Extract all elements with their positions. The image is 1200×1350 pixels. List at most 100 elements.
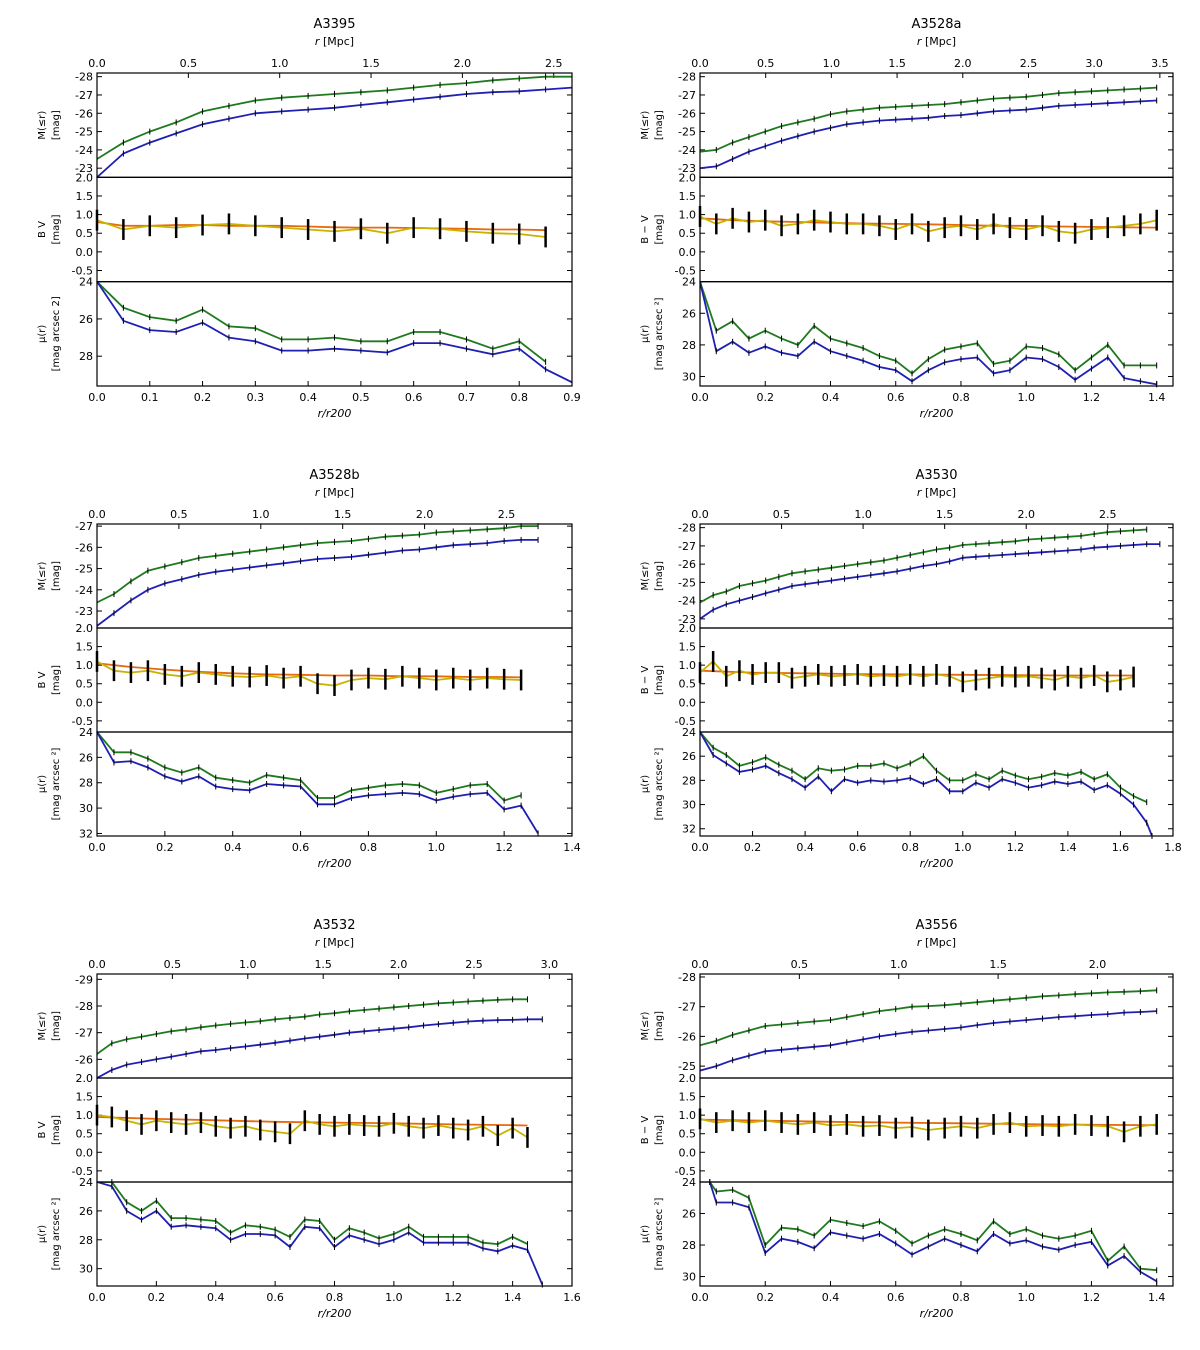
top-axis-label: r [Mpc] bbox=[917, 486, 956, 499]
panel-color: 2.0 1.5 1.0 0.5 0.0 -0.5 B − V [mag] bbox=[640, 622, 1174, 733]
series-line-blue bbox=[97, 732, 539, 834]
panel-sb: 24 26 28 30 32 μ(r) [mag arcsec ²] bbox=[37, 726, 573, 840]
x-tick-label: 0.6 bbox=[849, 841, 867, 854]
y-tick-label: 0.5 bbox=[679, 227, 697, 240]
top-tick-label: 0.0 bbox=[691, 57, 709, 70]
top-tick-label: 2.0 bbox=[1017, 508, 1035, 521]
x-tick-label: 1.2 bbox=[1007, 841, 1025, 854]
x-tick-label: 1.2 bbox=[495, 841, 513, 854]
x-tick-label: 1.4 bbox=[504, 1291, 522, 1304]
y-axis-unit: [mag] bbox=[51, 665, 62, 695]
y-axis-unit: [mag arcsec ²] bbox=[654, 1198, 665, 1271]
y-tick-label: -24 bbox=[75, 584, 93, 597]
x-tick-label: 1.4 bbox=[1059, 841, 1077, 854]
y-tick-label: 28 bbox=[682, 1239, 696, 1252]
y-tick-label: 2.0 bbox=[76, 1072, 94, 1085]
top-tick-label: 1.5 bbox=[888, 57, 906, 70]
y-axis-label: B − V bbox=[640, 1116, 651, 1145]
panel-frame bbox=[699, 523, 1174, 629]
y-tick-label: -25 bbox=[75, 563, 93, 576]
x-tick-label: 0.5 bbox=[352, 391, 370, 404]
series-line-blue bbox=[700, 1010, 1157, 1072]
series-line-green bbox=[97, 998, 528, 1055]
chart-title: A3528a bbox=[912, 17, 962, 32]
y-tick-label: -23 bbox=[678, 162, 696, 175]
top-tick-label: 0.5 bbox=[170, 508, 188, 521]
y-tick-label: -25 bbox=[678, 576, 696, 589]
y-tick-label: -25 bbox=[75, 126, 93, 139]
series-line-blue bbox=[700, 99, 1157, 170]
top-axis-var: r bbox=[917, 936, 925, 949]
y-tick-label: -27 bbox=[678, 540, 696, 553]
y-tick-label: 1.0 bbox=[679, 659, 697, 672]
top-axis-label: r [Mpc] bbox=[917, 936, 956, 949]
series-line-yellow bbox=[97, 660, 522, 687]
y-tick-label: 1.0 bbox=[76, 1109, 94, 1122]
y-tick-label: 2.0 bbox=[679, 171, 697, 184]
x-tick-label: 1.2 bbox=[445, 1291, 463, 1304]
x-tick-label: 1.0 bbox=[954, 841, 972, 854]
panel-frame bbox=[96, 1181, 573, 1287]
y-axis-label: M(≤r) bbox=[640, 111, 651, 140]
y-tick-label: -28 bbox=[678, 71, 696, 84]
y-tick-label: -26 bbox=[678, 107, 696, 120]
x-tick-label: 0.6 bbox=[887, 1291, 905, 1304]
top-tick-label: 2.5 bbox=[1099, 508, 1117, 521]
y-tick-label: -25 bbox=[678, 1060, 696, 1073]
panel-color: 2.0 1.5 1.0 0.5 0.0 -0.5 B V [mag] bbox=[37, 1072, 573, 1183]
y-tick-label: 24 bbox=[79, 276, 93, 289]
series-line-green bbox=[700, 989, 1157, 1047]
y-axis-unit: [mag arcsec ²] bbox=[51, 748, 62, 821]
top-axis-label: r [Mpc] bbox=[315, 936, 354, 949]
y-tick-label: -24 bbox=[678, 144, 696, 157]
y-tick-label: 1.5 bbox=[76, 1091, 94, 1104]
x-tick-label: 0.6 bbox=[405, 391, 423, 404]
y-axis-label: μ(r) bbox=[640, 1225, 651, 1243]
y-tick-label: 1.5 bbox=[679, 1091, 697, 1104]
x-tick-label: 1.0 bbox=[385, 1291, 403, 1304]
y-tick-label: -23 bbox=[75, 162, 93, 175]
y-tick-label: 28 bbox=[79, 777, 93, 790]
top-tick-label: 0.0 bbox=[88, 57, 106, 70]
top-axis-unit: [Mpc] bbox=[925, 486, 956, 499]
y-axis-unit: [mag] bbox=[654, 1011, 665, 1041]
top-tick-label: 0.5 bbox=[773, 508, 791, 521]
y-tick-label: -27 bbox=[75, 89, 93, 102]
y-tick-label: -28 bbox=[75, 1000, 93, 1013]
x-tick-label: 0.4 bbox=[207, 1291, 225, 1304]
x-tick-label: 0.0 bbox=[691, 841, 709, 854]
y-tick-label: 24 bbox=[682, 276, 696, 289]
x-tick-label: 0.0 bbox=[691, 1291, 709, 1304]
panel-mag: -27 -26 -25 -24 -23 M(≤r) [mag] bbox=[37, 520, 573, 629]
y-tick-label: 26 bbox=[682, 750, 696, 763]
y-tick-label: 0.0 bbox=[679, 696, 697, 709]
y-axis-label: B V bbox=[37, 671, 48, 688]
x-tick-label: 0.4 bbox=[299, 391, 317, 404]
panel-sb: 24 26 28 30 32 μ(r) [mag arcsec ²] bbox=[640, 726, 1174, 839]
top-axis-label: r [Mpc] bbox=[917, 35, 956, 48]
top-axis-unit: [Mpc] bbox=[323, 936, 354, 949]
y-tick-label: 24 bbox=[79, 726, 93, 739]
top-tick-label: 2.0 bbox=[1089, 958, 1107, 971]
panel-frame bbox=[699, 281, 1174, 387]
x-tick-label: 1.8 bbox=[1164, 841, 1182, 854]
x-tick-label: 1.4 bbox=[563, 841, 581, 854]
y-tick-label: 30 bbox=[79, 802, 93, 815]
x-tick-label: 0.9 bbox=[563, 391, 581, 404]
top-tick-label: 0.5 bbox=[164, 958, 182, 971]
top-tick-label: 1.5 bbox=[334, 508, 352, 521]
top-axis-unit: [Mpc] bbox=[925, 936, 956, 949]
top-axis-unit: [Mpc] bbox=[323, 35, 354, 48]
series-line-orange bbox=[97, 662, 522, 679]
x-tick-label: 0.2 bbox=[156, 841, 174, 854]
x-tick-label: 0.0 bbox=[88, 1291, 106, 1304]
x-tick-label: 0.4 bbox=[822, 1291, 840, 1304]
top-tick-label: 2.5 bbox=[1020, 57, 1038, 70]
y-tick-label: -0.5 bbox=[675, 264, 696, 277]
y-axis-unit: [mag] bbox=[51, 561, 62, 591]
y-tick-label: -28 bbox=[75, 71, 93, 84]
x-tick-label: 1.4 bbox=[1148, 391, 1166, 404]
